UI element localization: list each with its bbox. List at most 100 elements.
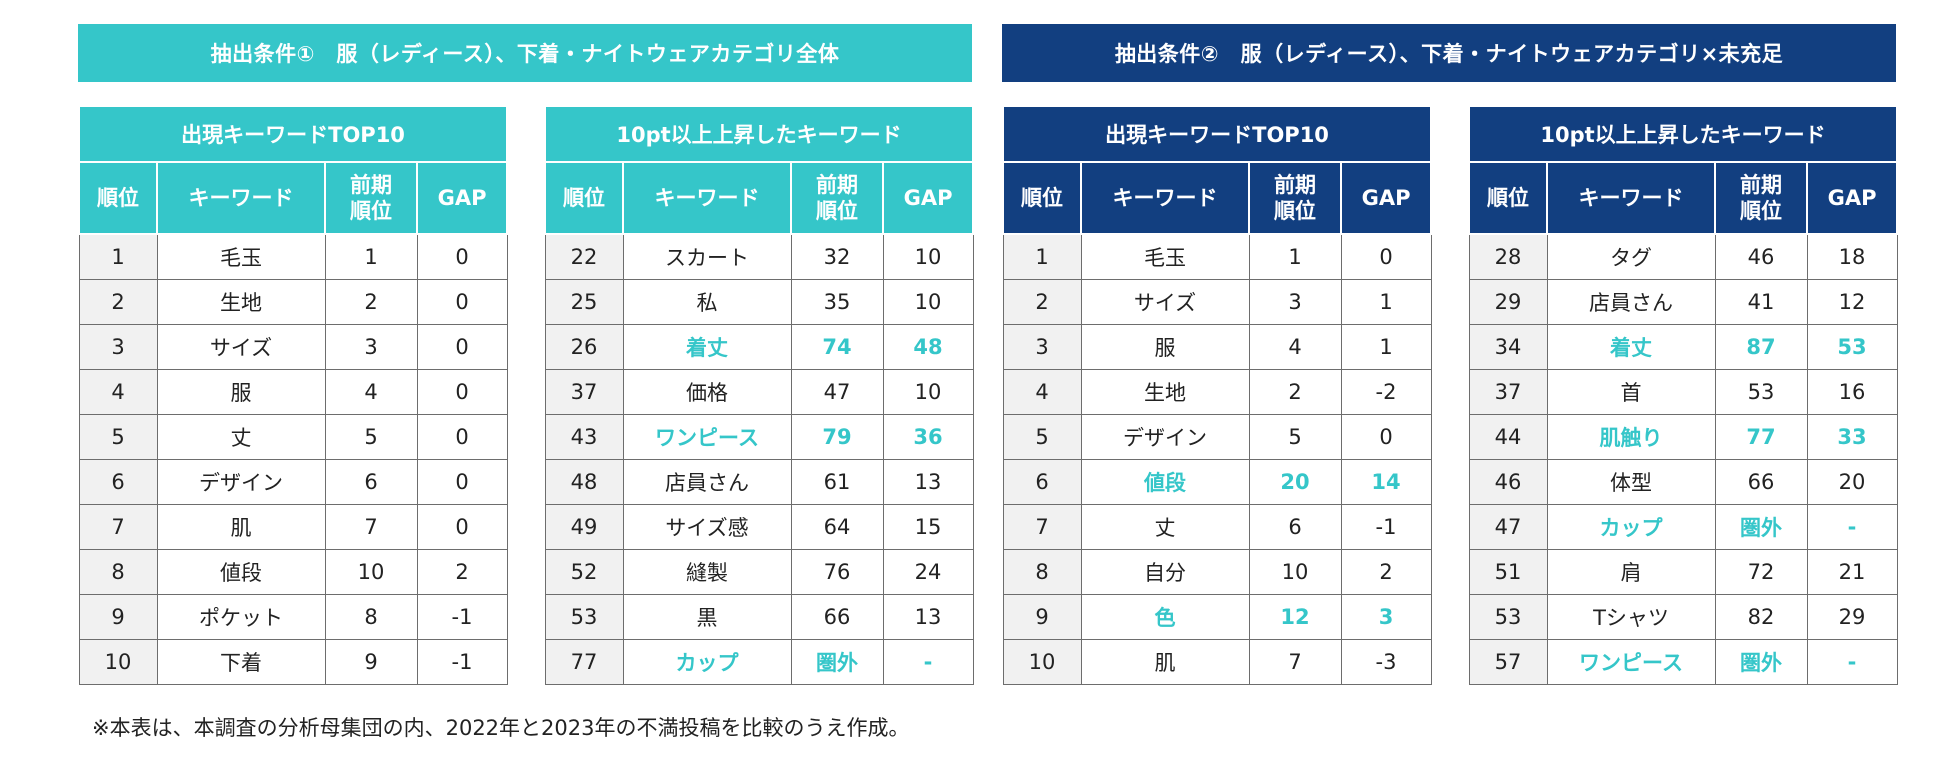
header-prev-line1: 前期 <box>1274 173 1316 197</box>
cell-gap: - <box>882 639 974 685</box>
cell-prev: 82 <box>1714 594 1808 640</box>
cell-rank: 52 <box>544 549 624 595</box>
cell-prev: 6 <box>324 459 418 505</box>
table-row: 53 Tシャツ 82 29 <box>1468 594 1898 640</box>
cell-keyword: 肌 <box>156 504 326 550</box>
header-prev-line1: 前期 <box>1740 173 1782 197</box>
cell-prev: 61 <box>790 459 884 505</box>
cell-prev: 87 <box>1714 324 1808 370</box>
cell-keyword: 生地 <box>1080 369 1250 415</box>
condition-1-top10-table: 出現キーワードTOP10 順位 キーワード 前期 順位 GAP 1 毛玉 1 0 2 生地 2 0 3 サイズ… <box>78 105 509 685</box>
cell-rank: 6 <box>1002 459 1082 505</box>
cell-rank: 37 <box>1468 369 1548 415</box>
cell-rank: 6 <box>78 459 158 505</box>
cell-prev: 10 <box>1248 549 1342 595</box>
cell-prev: 4 <box>1248 324 1342 370</box>
cell-keyword: 肌触り <box>1546 414 1716 460</box>
cell-prev: 10 <box>324 549 418 595</box>
header-keyword: キーワード <box>622 161 792 235</box>
cell-gap: 18 <box>1806 233 1898 280</box>
cell-prev: 3 <box>1248 279 1342 325</box>
cell-keyword: タグ <box>1546 233 1716 280</box>
cell-keyword: 店員さん <box>1546 279 1716 325</box>
cell-prev: 5 <box>324 414 418 460</box>
cell-prev: 7 <box>324 504 418 550</box>
cell-rank: 57 <box>1468 639 1548 685</box>
cell-rank: 53 <box>544 594 624 640</box>
header-prev-line2: 順位 <box>816 199 858 223</box>
header-keyword: キーワード <box>1546 161 1716 235</box>
cell-prev: 6 <box>1248 504 1342 550</box>
header-rank: 順位 <box>1468 161 1548 235</box>
cell-rank: 43 <box>544 414 624 460</box>
cell-keyword: 黒 <box>622 594 792 640</box>
cell-gap: 0 <box>416 233 508 280</box>
cell-rank: 10 <box>1002 639 1082 685</box>
cell-keyword: サイズ <box>156 324 326 370</box>
cell-keyword: デザイン <box>156 459 326 505</box>
cell-gap: 16 <box>1806 369 1898 415</box>
cell-rank: 4 <box>1002 369 1082 415</box>
cell-prev: 72 <box>1714 549 1808 595</box>
cell-rank: 8 <box>1002 549 1082 595</box>
footnote: ※本表は、本調査の分析母集団の内、2022年と2023年の不満投稿を比較のうえ作… <box>92 716 910 740</box>
cell-gap: 33 <box>1806 414 1898 460</box>
cell-prev: 66 <box>790 594 884 640</box>
cell-rank: 9 <box>1002 594 1082 640</box>
cell-gap: 0 <box>1340 414 1432 460</box>
cell-prev: 5 <box>1248 414 1342 460</box>
cell-prev: 2 <box>324 279 418 325</box>
cell-keyword: 体型 <box>1546 459 1716 505</box>
cell-gap: 29 <box>1806 594 1898 640</box>
cell-rank: 2 <box>78 279 158 325</box>
header-prev-line2: 順位 <box>1740 199 1782 223</box>
header-gap: GAP <box>1339 161 1433 235</box>
cell-keyword: 私 <box>622 279 792 325</box>
cell-prev: 1 <box>1248 233 1342 280</box>
cell-prev: 1 <box>324 233 418 280</box>
table-row: 26 着丈 74 48 <box>544 324 974 370</box>
table-row: 8 自分 10 2 <box>1002 549 1432 595</box>
cell-keyword: 値段 <box>1080 459 1250 505</box>
header-rank: 順位 <box>544 161 624 235</box>
table-title: 10pt以上上昇したキーワード <box>1469 106 1898 163</box>
cell-prev: 53 <box>1714 369 1808 415</box>
cell-rank: 25 <box>544 279 624 325</box>
cell-prev: 9 <box>324 639 418 685</box>
table-row: 2 サイズ 3 1 <box>1002 279 1432 325</box>
header-gap: GAP <box>1805 161 1899 235</box>
cell-gap: 13 <box>882 459 974 505</box>
cell-prev: 76 <box>790 549 884 595</box>
table-row: 29 店員さん 41 12 <box>1468 279 1898 325</box>
cell-prev: 64 <box>790 504 884 550</box>
header-prev-line2: 順位 <box>350 199 392 223</box>
table-title: 10pt以上上昇したキーワード <box>545 106 974 163</box>
cell-gap: - <box>1806 639 1898 685</box>
cell-gap: 15 <box>882 504 974 550</box>
cell-prev: 46 <box>1714 233 1808 280</box>
cell-keyword: ポケット <box>156 594 326 640</box>
cell-rank: 10 <box>78 639 158 685</box>
table-title: 出現キーワードTOP10 <box>79 106 508 163</box>
cell-prev: 圏外 <box>1714 504 1808 550</box>
header-rank: 順位 <box>1002 161 1082 235</box>
cell-gap: -1 <box>1340 504 1432 550</box>
cell-keyword: デザイン <box>1080 414 1250 460</box>
cell-gap: 2 <box>1340 549 1432 595</box>
cell-rank: 34 <box>1468 324 1548 370</box>
table-row: 1 毛玉 1 0 <box>1002 233 1432 280</box>
cell-prev: 3 <box>324 324 418 370</box>
cell-rank: 77 <box>544 639 624 685</box>
table-row: 8 値段 10 2 <box>78 549 508 595</box>
cell-rank: 49 <box>544 504 624 550</box>
cell-rank: 7 <box>1002 504 1082 550</box>
header-prev-line1: 前期 <box>350 173 392 197</box>
cell-keyword: 丈 <box>156 414 326 460</box>
cell-prev: 圏外 <box>1714 639 1808 685</box>
cell-keyword: カップ <box>622 639 792 685</box>
condition-1-rising-table: 10pt以上上昇したキーワード 順位 キーワード 前期 順位 GAP 22 スカート 32 10 2… <box>544 105 975 685</box>
cell-keyword: 生地 <box>156 279 326 325</box>
cell-keyword: スカート <box>622 233 792 280</box>
table-row: 49 サイズ感 64 15 <box>544 504 974 550</box>
